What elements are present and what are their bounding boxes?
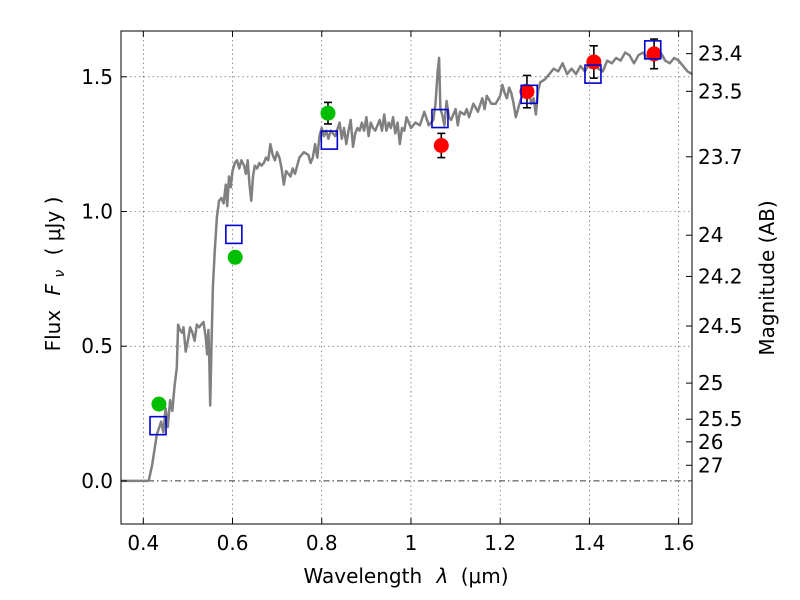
observed-flux-point: [227, 249, 243, 265]
y-axis-symbol: F: [41, 283, 65, 295]
y-tick-label: 1.5: [81, 65, 113, 89]
y-tick-label: 1.0: [81, 199, 113, 223]
y-tick-label: 0.0: [81, 469, 113, 493]
magnitude-axis-label: Magnitude (AB): [755, 200, 779, 355]
model-flux-square: [520, 84, 538, 105]
y-axis-unit: ( μJy ): [41, 197, 65, 256]
y-axis-subscript: ν: [52, 270, 68, 278]
x-tick-label: 0.6: [217, 531, 249, 555]
magnitude-tick-label: 24.5: [698, 314, 743, 338]
observed-flux-point: [320, 105, 336, 121]
observed-flux-point: [151, 396, 167, 412]
model-flux-square: [320, 130, 339, 150]
observed-flux-point: [433, 137, 449, 153]
magnitude-tick-label: 23.4: [698, 42, 743, 66]
observed-flux-point: [519, 84, 535, 100]
model-flux-square: [584, 64, 602, 84]
magnitude-tick-label: 26: [698, 430, 723, 454]
model-spectrum-line: [121, 48, 693, 483]
magnitude-tick-label: 24.2: [698, 264, 743, 288]
y-axis-label-text: Flux: [41, 310, 65, 352]
x-tick-label: 0.8: [306, 531, 338, 555]
observed-flux-point: [586, 54, 602, 70]
magnitude-tick-label: 24: [698, 223, 723, 247]
x-axis-symbol: λ: [436, 564, 449, 588]
magnitude-tick-label: 25.5: [698, 407, 743, 431]
plot-frame: [120, 30, 693, 525]
y-tick-label: 0.5: [81, 334, 113, 358]
x-axis-label-text: Wavelength: [303, 564, 422, 588]
plot-area: [121, 38, 693, 483]
y-axis-label: Flux F ν ( μJy ): [41, 197, 69, 352]
model-flux-square: [225, 224, 243, 245]
magnitude-tick-label: 23.5: [698, 79, 743, 103]
grid-lines: [121, 31, 692, 524]
model-flux-square: [643, 40, 662, 60]
axes: 0.4 0.6 0.8 1 1.2 1.4 1.6 0.0 0.5 1.0 1.5 23.4 23.5 2…: [81, 31, 743, 555]
x-tick-label: 1.2: [484, 531, 516, 555]
x-tick-label: 1: [405, 531, 418, 555]
magnitude-tick-label: 27: [698, 453, 723, 477]
magnitude-tick-label: 25: [698, 371, 723, 395]
model-flux-square: [431, 108, 449, 129]
x-tick-label: 1.4: [573, 531, 605, 555]
model-flux-square: [149, 415, 167, 436]
magnitude-tick-label: 23.7: [698, 145, 743, 169]
x-tick-label: 0.4: [127, 531, 159, 555]
x-axis-label: Wavelength λ (μm): [303, 564, 508, 588]
x-axis-unit: (μm): [461, 564, 509, 588]
x-tick-label: 1.6: [663, 531, 695, 555]
